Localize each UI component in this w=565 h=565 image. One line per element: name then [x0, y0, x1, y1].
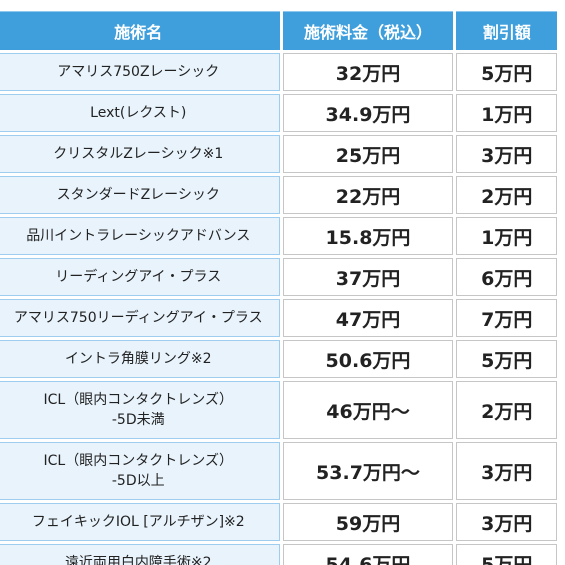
procedure-name: ICL（眼内コンタクトレンズ） — [43, 392, 233, 408]
discount-amount: 6万円 — [456, 258, 557, 296]
header-procedure-name: 施術名 — [0, 11, 280, 50]
discount-amount: 5万円 — [456, 544, 557, 565]
procedure-price: 25万円 — [282, 135, 454, 173]
table-row: スタンダードZレーシック 22万円 2万円 — [0, 176, 557, 214]
procedure-name-cell: ICL（眼内コンタクトレンズ） -5D以上 — [0, 442, 280, 500]
procedure-name: 遠近両用白内障手術※2 — [64, 555, 212, 565]
table-row: 遠近両用白内障手術※2 54.6万円 5万円 — [0, 544, 557, 565]
procedure-name: フェイキックIOL [アルチザン]※2 — [31, 514, 245, 530]
procedure-name: イントラ角膜リング※2 — [64, 351, 212, 367]
discount-amount: 3万円 — [456, 503, 557, 541]
procedure-name-cell: リーディングアイ・プラス — [0, 258, 280, 296]
procedure-price: 53.7万円〜 — [282, 442, 454, 500]
procedure-price: 22万円 — [282, 176, 454, 214]
procedure-price: 54.6万円 — [282, 544, 454, 565]
procedure-name-cell: クリスタルZレーシック※1 — [0, 135, 280, 173]
procedure-name-cell: アマリス750Zレーシック — [0, 53, 280, 91]
table-row: アマリス750Zレーシック 32万円 5万円 — [0, 53, 557, 91]
procedure-name: ICL（眼内コンタクトレンズ） — [43, 453, 233, 469]
procedure-name: スタンダードZレーシック — [56, 187, 220, 203]
procedure-price: 59万円 — [282, 503, 454, 541]
procedure-price: 50.6万円 — [282, 340, 454, 378]
procedure-name-cell: Lext(レクスト) — [0, 94, 280, 132]
discount-amount: 2万円 — [456, 381, 557, 439]
discount-amount: 2万円 — [456, 176, 557, 214]
procedure-name: アマリス750リーディングアイ・プラス — [13, 310, 263, 326]
table-header-row: 施術名 施術料金（税込） 割引額 — [0, 11, 557, 50]
discount-amount: 7万円 — [456, 299, 557, 337]
discount-amount: 3万円 — [456, 135, 557, 173]
header-discount: 割引額 — [456, 11, 557, 50]
procedure-name-cell: イントラ角膜リング※2 — [0, 340, 280, 378]
header-procedure-price: 施術料金（税込） — [282, 11, 454, 50]
procedure-name: クリスタルZレーシック※1 — [53, 146, 224, 162]
procedure-name-cell: 品川イントラレーシックアドバンス — [0, 217, 280, 255]
procedure-name: リーディングアイ・プラス — [55, 269, 222, 285]
procedure-name-cell: フェイキックIOL [アルチザン]※2 — [0, 503, 280, 541]
procedure-name-cell: アマリス750リーディングアイ・プラス — [0, 299, 280, 337]
table-row: 品川イントラレーシックアドバンス 15.8万円 1万円 — [0, 217, 557, 255]
table-row: Lext(レクスト) 34.9万円 1万円 — [0, 94, 557, 132]
procedure-name-cell: ICL（眼内コンタクトレンズ） -5D未満 — [0, 381, 280, 439]
procedure-price: 47万円 — [282, 299, 454, 337]
discount-amount: 1万円 — [456, 94, 557, 132]
procedure-price: 15.8万円 — [282, 217, 454, 255]
procedure-name-cell: スタンダードZレーシック — [0, 176, 280, 214]
table-row: アマリス750リーディングアイ・プラス 47万円 7万円 — [0, 299, 557, 337]
procedure-name: 品川イントラレーシックアドバンス — [26, 228, 251, 244]
table-row: フェイキックIOL [アルチザン]※2 59万円 3万円 — [0, 503, 557, 541]
table-row: ICL（眼内コンタクトレンズ） -5D以上 53.7万円〜 3万円 — [0, 442, 557, 500]
procedure-name-cell: 遠近両用白内障手術※2 — [0, 544, 280, 565]
procedure-name-subline: -5D以上 — [111, 473, 165, 489]
discount-amount: 3万円 — [456, 442, 557, 500]
procedure-name: Lext(レクスト) — [90, 105, 187, 121]
table-row: クリスタルZレーシック※1 25万円 3万円 — [0, 135, 557, 173]
procedure-price: 46万円〜 — [282, 381, 454, 439]
procedure-price: 37万円 — [282, 258, 454, 296]
discount-amount: 5万円 — [456, 340, 557, 378]
procedure-price: 32万円 — [282, 53, 454, 91]
procedure-name-subline: -5D未満 — [111, 412, 165, 428]
table-row: ICL（眼内コンタクトレンズ） -5D未満 46万円〜 2万円 — [0, 381, 557, 439]
discount-amount: 1万円 — [456, 217, 557, 255]
table-row: イントラ角膜リング※2 50.6万円 5万円 — [0, 340, 557, 378]
table-row: リーディングアイ・プラス 37万円 6万円 — [0, 258, 557, 296]
discount-amount: 5万円 — [456, 53, 557, 91]
surgery-price-table: 施術名 施術料金（税込） 割引額 アマリス750Zレーシック 32万円 5万円 … — [0, 8, 560, 565]
procedure-name: アマリス750Zレーシック — [57, 64, 220, 80]
procedure-price: 34.9万円 — [282, 94, 454, 132]
